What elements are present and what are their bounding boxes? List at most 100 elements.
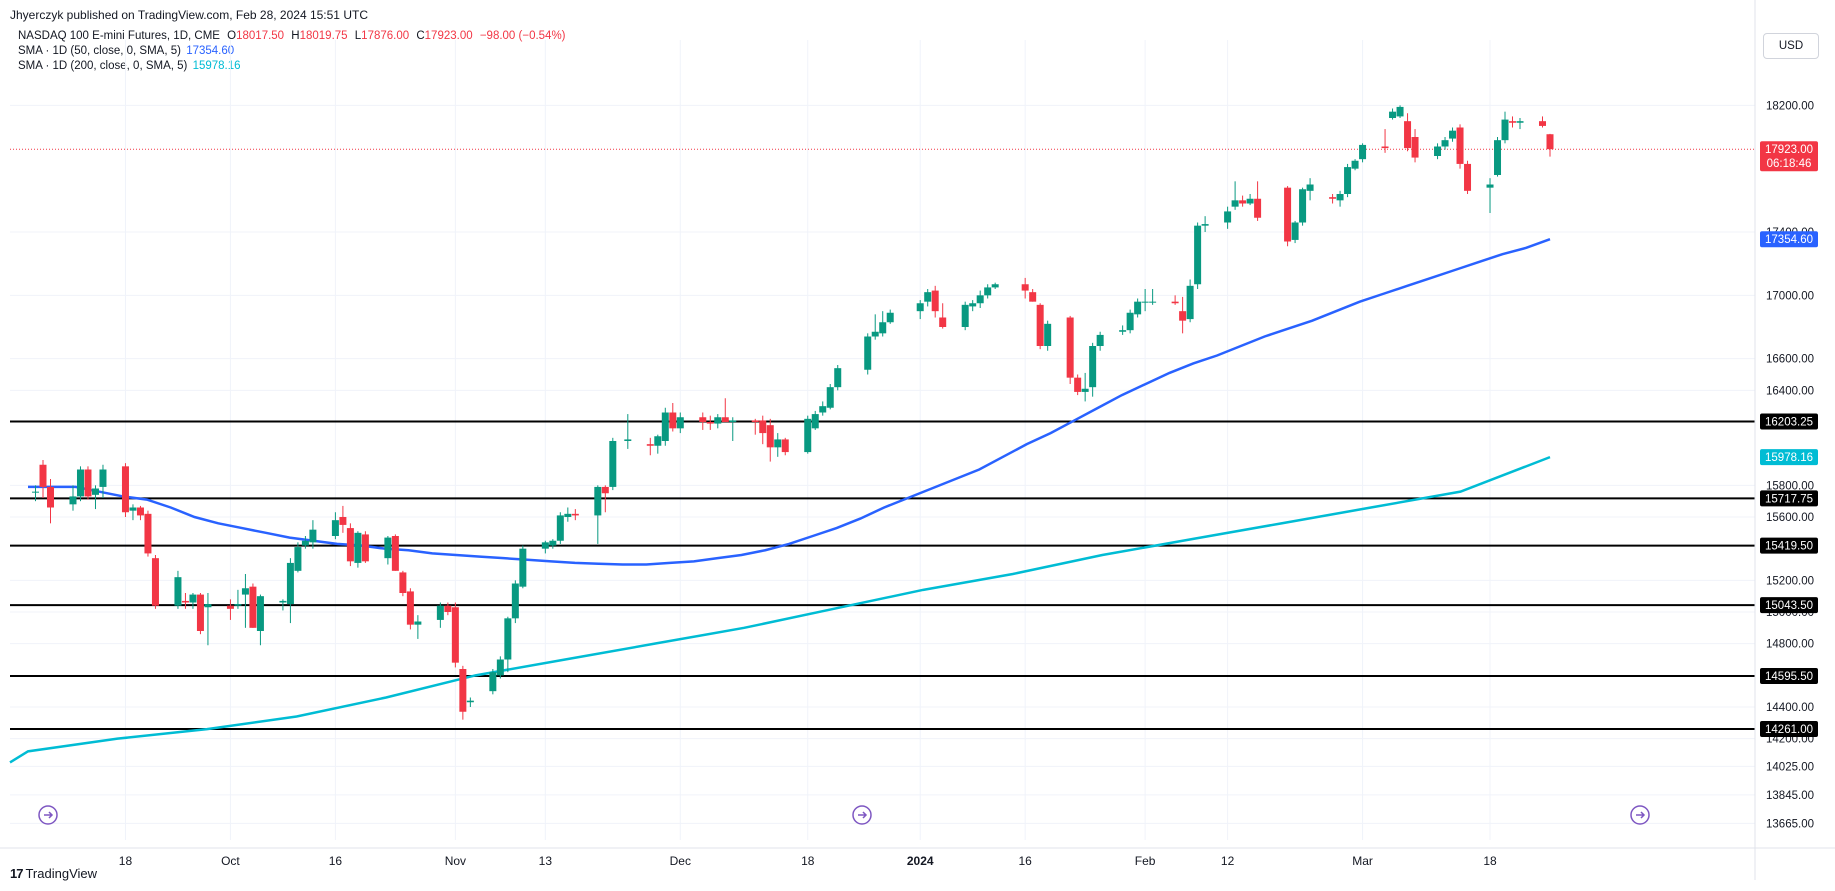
candle-body: [1036, 304, 1044, 346]
level-badge-label: 14595.50: [1765, 671, 1813, 683]
candle-body: [1291, 222, 1299, 240]
candle-body: [1141, 301, 1149, 303]
candle-body: [1179, 311, 1187, 321]
candle-body: [654, 436, 662, 446]
y-axis-tick-label: 14025.00: [1766, 761, 1814, 773]
sma50-line: [28, 238, 1551, 566]
y-axis-tick-label: 18200.00: [1766, 100, 1814, 112]
tradingview-logo: 17 TradingView: [10, 866, 97, 881]
candle-body: [1381, 146, 1389, 149]
candle-body: [751, 420, 759, 422]
candle-body: [1239, 200, 1247, 204]
candle-body: [1396, 106, 1404, 117]
open-label: O: [227, 30, 237, 42]
candle-body: [354, 532, 362, 563]
sma200-line: [9, 455, 1551, 764]
candle-body: [886, 312, 894, 323]
x-axis-tick-label: Oct: [221, 854, 240, 868]
y-axis-tick-label: 14400.00: [1766, 702, 1814, 714]
candle-body: [699, 417, 707, 422]
dividend-marker-icon[interactable]: [1630, 805, 1650, 825]
candle-body: [1456, 127, 1464, 164]
candle-body: [864, 336, 872, 370]
x-axis-tick-label: 18: [801, 854, 815, 868]
candle-body: [924, 292, 932, 302]
candle-body: [1404, 121, 1412, 149]
candle-body: [571, 513, 579, 516]
candle-body: [1516, 121, 1524, 123]
candle-body: [46, 486, 54, 508]
candle-body: [601, 486, 609, 494]
candle-body: [976, 295, 984, 304]
candles: [31, 105, 1554, 720]
dividend-marker-arrow: [858, 811, 868, 819]
last-price-label: 17923.00: [1765, 144, 1813, 156]
candle-body: [564, 513, 572, 517]
candle-body: [1231, 200, 1239, 207]
candle-body: [961, 304, 969, 327]
dividend-marker-icon[interactable]: [852, 805, 872, 825]
candle-body: [256, 596, 264, 631]
candle-body: [1186, 285, 1194, 320]
candle-body: [556, 515, 564, 541]
candle-body: [1299, 189, 1307, 223]
candle-body: [234, 604, 242, 606]
countdown-label: 06:18:46: [1767, 158, 1812, 170]
candle-body: [361, 534, 369, 562]
candle-body: [511, 583, 519, 619]
candle-body: [811, 414, 819, 429]
candle-body: [496, 659, 504, 676]
candle-body: [399, 572, 407, 593]
change-value: −98.00 (−0.54%): [479, 30, 566, 42]
candle-body: [1344, 167, 1352, 194]
candle-body: [39, 464, 47, 487]
candle-body: [1501, 119, 1509, 141]
level-badge-label: 15043.50: [1765, 600, 1813, 612]
level-badge: [1760, 490, 1818, 507]
candle-body: [1486, 184, 1494, 188]
x-axis-tick-label: 16: [1018, 854, 1032, 868]
sma200-legend: SMA · 1D (200, close, 0, SMA, 5) 15978.1…: [18, 60, 241, 72]
x-axis-tick-label: 12: [1221, 854, 1235, 868]
level-badge-label: 16203.25: [1765, 416, 1813, 428]
candle-body: [834, 368, 842, 388]
dividend-marker-icon[interactable]: [38, 805, 58, 825]
currency-button[interactable]: USD: [1763, 33, 1819, 59]
candle-body: [721, 417, 729, 422]
close-label: C: [416, 30, 425, 42]
candle-body: [91, 488, 99, 495]
candle-body: [1149, 301, 1157, 303]
candle-body: [714, 417, 722, 424]
grid-lines: [10, 40, 1755, 840]
dividend-marker-arrow: [44, 811, 54, 819]
candle-body: [1044, 323, 1052, 346]
candle-body: [406, 591, 414, 625]
candle-body: [984, 287, 992, 296]
candle-body: [1389, 111, 1397, 118]
level-badge: [1760, 537, 1818, 554]
y-axis-tick-label: 15800.00: [1766, 480, 1814, 492]
candle-body: [1351, 160, 1359, 169]
dividend-marker-arrow: [1636, 811, 1646, 819]
ohlc-legend: NASDAQ 100 E-mini Futures, 1D, CME O1801…: [18, 30, 566, 42]
low-label: L: [354, 30, 362, 42]
candle-body: [1171, 301, 1179, 304]
sma200-label: SMA · 1D (200, close, 0, SMA, 5): [18, 60, 188, 72]
candle-body: [1074, 377, 1082, 392]
level-badge-label: 14261.00: [1765, 724, 1813, 736]
candle-body: [969, 303, 977, 307]
candle-body: [676, 417, 684, 429]
candle-body: [1081, 388, 1089, 392]
candle-body: [1246, 198, 1254, 204]
candle-body: [1464, 163, 1472, 191]
candle-body: [76, 469, 84, 497]
y-axis-tick-label: 17000.00: [1766, 290, 1814, 302]
x-axis-tick-label: 2024: [907, 854, 934, 868]
candle-body: [99, 469, 107, 487]
candle-body: [661, 412, 669, 441]
candle-body: [541, 542, 549, 549]
candle-body: [414, 621, 422, 625]
candle-body: [819, 406, 827, 413]
candle-body: [729, 420, 737, 422]
